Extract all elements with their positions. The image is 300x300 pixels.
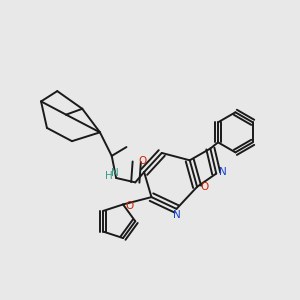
Text: N: N xyxy=(111,168,119,178)
Text: H: H xyxy=(105,172,113,182)
Text: O: O xyxy=(125,201,133,212)
Text: O: O xyxy=(200,182,208,192)
Text: N: N xyxy=(219,167,226,177)
Text: N: N xyxy=(172,210,180,220)
Text: O: O xyxy=(139,156,147,166)
